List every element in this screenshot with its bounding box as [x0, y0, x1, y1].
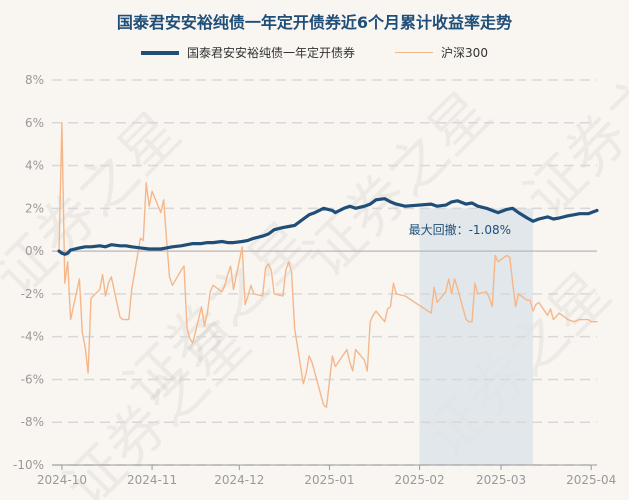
y-tick-label: -6%	[21, 372, 44, 386]
x-tick-label: 2025-02	[395, 473, 445, 487]
y-tick-label: -4%	[21, 330, 44, 344]
chart-title: 国泰君安安裕纯债一年定开债券近6个月累计收益率走势	[116, 13, 513, 32]
series-layer	[57, 122, 599, 408]
legend-swatch-index	[395, 52, 434, 53]
drawdown-label: 最大回撤：-1.08%	[409, 222, 511, 237]
watermark-text: 证券之星	[511, 18, 629, 230]
x-tick-label: 2024-10	[37, 473, 87, 487]
legend-label-fund: 国泰君安安裕纯债一年定开债券	[187, 46, 356, 60]
y-tick-label: 2%	[25, 201, 44, 215]
legend-swatch-fund	[141, 50, 180, 55]
axis-layer: 8% 6% 4% 2% 0% -2% -4% -6% -8% -10%2024-10 2024-11…	[13, 73, 616, 487]
y-tick-label: -10%	[13, 458, 44, 472]
series-line-index	[58, 122, 598, 408]
y-tick-label: 8%	[25, 73, 44, 87]
legend: 国泰君安安裕纯债一年定开债券 沪深300	[0, 44, 629, 61]
y-tick-label: 0%	[25, 244, 44, 258]
x-tick-label: 2024-12	[214, 473, 264, 487]
y-tick-label: -8%	[21, 415, 44, 429]
legend-item-fund[interactable]: 国泰君安安裕纯债一年定开债券	[141, 44, 355, 61]
legend-item-index[interactable]: 沪深300	[395, 44, 488, 61]
x-tick-label: 2025-01	[304, 473, 354, 487]
legend-label-index: 沪深300	[441, 46, 488, 60]
y-tick-label: 4%	[25, 159, 44, 173]
x-tick-label: 2025-04	[566, 473, 616, 487]
y-tick-label: 6%	[25, 116, 44, 130]
watermark-layer: 证券之星证券之星证券之星证券之星证券之星证券之星	[0, 18, 629, 500]
y-tick-label: -2%	[21, 287, 44, 301]
series-line-fund	[57, 197, 599, 256]
x-tick-label: 2025-03	[476, 473, 526, 487]
x-tick-label: 2024-11	[127, 473, 177, 487]
